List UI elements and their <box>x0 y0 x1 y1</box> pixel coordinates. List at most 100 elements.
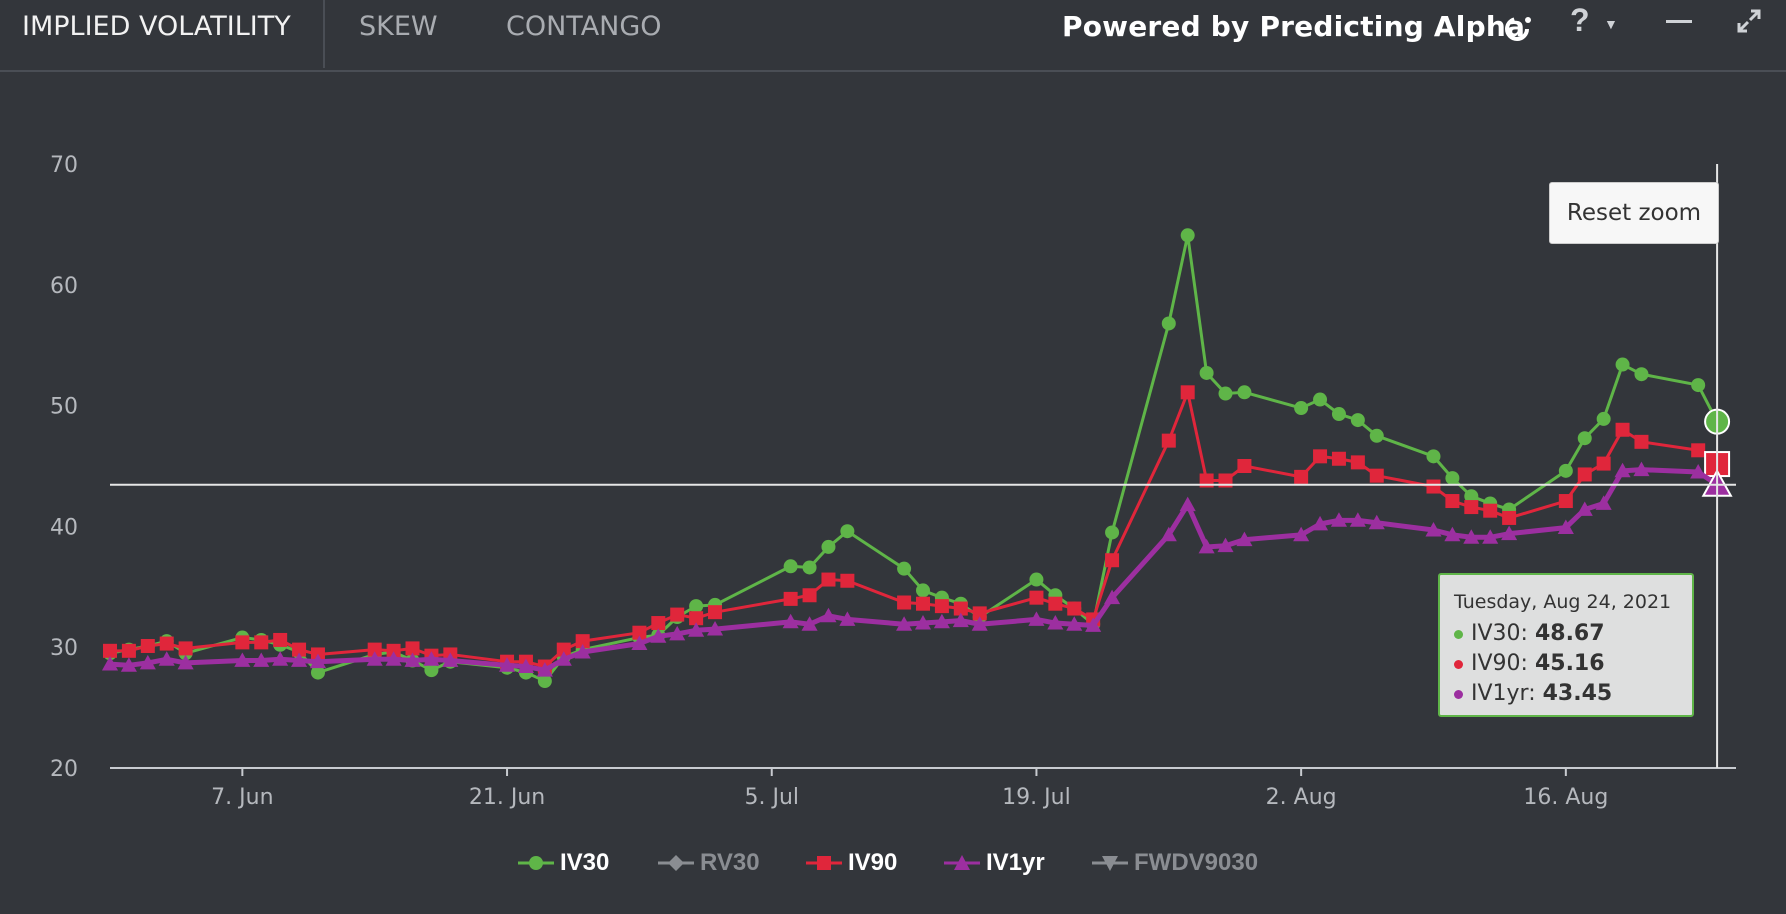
x-tick-label-2021-06-21: 21. Jun <box>469 785 545 810</box>
point-iv90-2021-07-19 <box>1029 590 1044 605</box>
point-iv30-2021-07-27 <box>1180 228 1195 243</box>
point-iv1yr-2021-06-04 <box>177 654 194 670</box>
point-iv30-2021-07-12 <box>897 561 912 576</box>
point-iv1yr-2021-07-28 <box>1198 538 1215 554</box>
point-iv1yr-2021-06-01 <box>120 657 137 672</box>
point-iv1yr-2021-06-25 <box>574 643 591 659</box>
point-iv30-2021-08-10 <box>1445 471 1460 486</box>
point-iv90-2021-06-25 <box>575 634 590 649</box>
point-iv1yr-2021-08-17 <box>1576 501 1593 516</box>
tooltip-dot-iv30 <box>1454 629 1463 639</box>
point-iv90-2021-08-23 <box>1691 443 1706 458</box>
point-iv90-2021-07-13 <box>916 596 930 611</box>
series-iv1yr <box>101 461 1733 677</box>
powered-by-label: Powered by Predicting Alpha <box>1062 10 1526 43</box>
point-iv90-2021-07-16 <box>972 606 987 621</box>
point-iv30-2021-08-09 <box>1426 449 1441 464</box>
point-iv90-2021-07-14 <box>934 599 949 614</box>
tab-contango[interactable]: CONTANGO <box>506 11 662 42</box>
point-iv30-2021-08-20 <box>1634 367 1649 382</box>
point-iv1yr-2021-06-29 <box>650 628 667 643</box>
point-iv1yr-2021-08-03 <box>1311 515 1329 531</box>
point-iv1yr-2021-07-16 <box>971 616 988 631</box>
point-iv90-2021-08-04 <box>1331 451 1346 466</box>
y-tick-label-70: 70 <box>50 153 78 178</box>
point-iv90-2021-06-02 <box>140 638 155 653</box>
point-iv90-2021-08-12 <box>1483 503 1498 518</box>
tooltip-label-iv30: IV30: <box>1471 621 1528 646</box>
x-tick-label-2021-07-05: 5. Jul <box>744 785 799 810</box>
point-iv1yr-2021-08-19 <box>1614 462 1631 478</box>
reset-zoom-button[interactable]: Reset zoom <box>1549 182 1719 244</box>
point-iv1yr-2021-06-15 <box>385 651 402 666</box>
legend-label-fwdv9030: FWDV9030 <box>1134 849 1259 876</box>
tab-implied-volatility[interactable]: IMPLIED VOLATILITY <box>22 11 291 42</box>
point-iv1yr-2021-06-02 <box>139 654 156 670</box>
y-tick-label-50: 50 <box>50 395 78 420</box>
point-iv90-2021-08-19 <box>1615 422 1630 437</box>
point-iv90-2021-07-21 <box>1067 601 1082 616</box>
point-iv90-2021-06-08 <box>254 635 269 650</box>
point-iv90-2021-08-20 <box>1634 434 1649 449</box>
point-iv1yr-2021-07-02 <box>706 621 724 636</box>
point-iv1yr-2021-07-14 <box>933 613 950 629</box>
y-tick-label-20: 20 <box>50 757 78 782</box>
point-iv90-2021-08-16 <box>1558 494 1573 509</box>
y-tick-label-30: 30 <box>50 636 78 661</box>
tab-skew[interactable]: SKEW <box>359 11 438 42</box>
point-iv1yr-2021-06-14 <box>366 651 383 666</box>
point-iv1yr-2021-07-09 <box>839 611 856 626</box>
help-icon[interactable]: ? <box>1570 2 1590 38</box>
point-iv90-2021-06-15 <box>386 643 401 658</box>
point-iv90-2021-07-02 <box>708 605 723 620</box>
point-iv30-2021-07-26 <box>1161 316 1176 331</box>
point-iv30-2021-07-06 <box>783 559 798 574</box>
point-iv30-2021-08-02 <box>1294 401 1309 416</box>
point-iv90-2021-07-08 <box>821 572 836 587</box>
point-iv30-2021-08-17 <box>1577 431 1592 446</box>
point-iv90-2021-06-09 <box>273 632 288 647</box>
point-iv1yr-2021-06-16 <box>404 652 421 667</box>
point-iv1yr-2021-07-22 <box>1085 617 1102 632</box>
point-iv30-2021-06-23 <box>537 674 552 689</box>
point-iv1yr-2021-08-20 <box>1633 461 1650 477</box>
minimize-icon[interactable] <box>1666 20 1692 23</box>
point-iv90-2021-08-05 <box>1350 455 1365 470</box>
point-iv1yr-2021-08-05 <box>1349 512 1366 527</box>
point-iv1yr-2021-07-29 <box>1217 537 1234 553</box>
point-iv1yr-2021-07-30 <box>1236 531 1253 547</box>
point-iv90-2021-08-03 <box>1313 449 1328 464</box>
point-iv1yr-2021-07-19 <box>1028 611 1045 626</box>
point-iv90-2021-07-12 <box>897 595 912 610</box>
point-iv1yr-2021-06-10 <box>291 652 308 667</box>
legend-marker-iv90 <box>806 856 842 870</box>
point-iv30-2021-07-08 <box>821 539 836 554</box>
point-iv1yr-2021-08-16 <box>1557 519 1574 535</box>
point-iv30-2021-07-23 <box>1105 525 1120 540</box>
point-iv30-2021-08-03 <box>1313 392 1328 407</box>
point-iv90-2021-06-29 <box>651 616 666 631</box>
point-iv30-2021-07-01 <box>689 599 704 614</box>
point-iv90-2021-07-23 <box>1105 553 1120 568</box>
point-iv90-2021-06-04 <box>178 641 193 656</box>
point-iv90-2021-07-30 <box>1237 459 1252 473</box>
point-iv1yr-2021-07-12 <box>896 616 913 631</box>
tooltip-dot-iv1yr <box>1454 689 1463 699</box>
point-iv30-2021-07-19 <box>1029 572 1044 587</box>
tooltip-value-iv90: 45.16 <box>1534 651 1605 676</box>
point-iv90-2021-06-16 <box>405 641 420 656</box>
point-iv1yr-2021-05-31 <box>101 656 119 671</box>
point-iv90-2021-08-17 <box>1577 467 1592 482</box>
predicting-alpha-logo-icon <box>1505 17 1531 41</box>
point-iv1yr-2021-08-12 <box>1482 529 1499 544</box>
point-iv30-2021-08-11 <box>1464 489 1479 504</box>
expand-icon[interactable] <box>1736 8 1762 34</box>
point-iv90-2021-06-24 <box>556 642 571 657</box>
point-iv1yr-2021-08-06 <box>1368 514 1385 530</box>
chevron-down-icon[interactable]: ▼ <box>1604 16 1618 32</box>
crosshair <box>110 164 1736 768</box>
point-iv1yr-2021-06-07 <box>234 652 251 667</box>
point-iv30-2021-08-04 <box>1331 407 1346 422</box>
tooltip-dot-iv90 <box>1454 659 1463 669</box>
point-iv1yr-2021-07-20 <box>1047 614 1064 630</box>
